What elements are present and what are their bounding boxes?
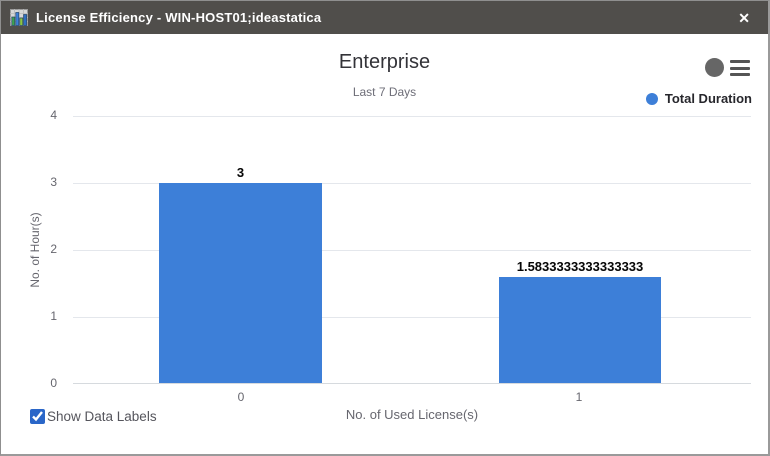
gridline xyxy=(73,317,751,318)
x-tick-1: 1 xyxy=(575,390,583,404)
legend-swatch xyxy=(645,92,658,105)
show-data-labels-checkbox[interactable] xyxy=(30,409,45,424)
x-axis-line xyxy=(73,383,751,384)
y-tick-1: 1 xyxy=(50,309,57,323)
x-axis-title: No. of Used License(s) xyxy=(345,407,479,422)
y-tick-0: 0 xyxy=(50,376,57,390)
window-title: License Efficiency - WIN-HOST01;ideastat… xyxy=(36,10,322,25)
show-data-labels-control: Show Data Labels xyxy=(30,409,157,424)
plot-area: 3 1.5833333333333333 0 1 No. of Used Lic… xyxy=(73,116,751,422)
titlebar[interactable]: License Efficiency - WIN-HOST01;ideastat… xyxy=(1,1,768,34)
legend-label: Total Duration xyxy=(664,91,752,106)
chart-subtitle: Last 7 Days xyxy=(352,85,417,99)
y-tick-4: 4 xyxy=(50,108,57,122)
x-tick-0: 0 xyxy=(237,390,245,404)
gridline xyxy=(73,183,751,184)
show-data-labels-label: Show Data Labels xyxy=(47,409,157,424)
app-icon xyxy=(10,8,28,27)
gridline xyxy=(73,116,751,117)
data-label: 3 xyxy=(236,164,245,180)
gridline xyxy=(73,250,751,251)
record-circle-icon[interactable] xyxy=(705,58,724,77)
data-label: 1.5833333333333333 xyxy=(516,259,644,275)
close-button[interactable]: ✕ xyxy=(732,9,756,27)
y-tick-2: 2 xyxy=(50,242,57,256)
bar-category-1[interactable]: 1.5833333333333333 xyxy=(499,259,661,383)
legend-item-total-duration[interactable]: Total Duration xyxy=(645,91,752,106)
y-tick-3: 3 xyxy=(50,175,57,189)
hamburger-menu-icon[interactable] xyxy=(730,60,750,76)
chart-title: Enterprise xyxy=(338,51,431,73)
bar-category-0[interactable]: 3 xyxy=(159,165,322,383)
